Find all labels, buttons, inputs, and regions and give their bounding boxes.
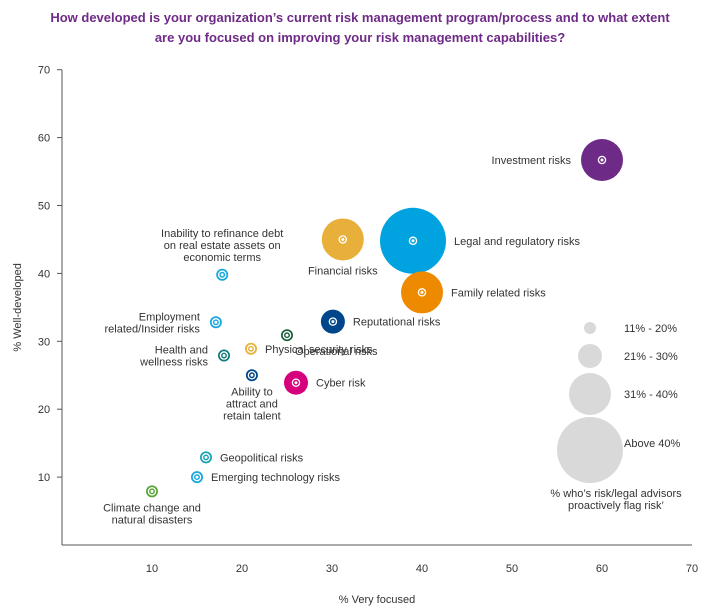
legend-bubble-2 (578, 344, 602, 368)
y-tick-label: 10 (38, 472, 50, 484)
emerging-tech-risks-label: Emerging technology risks (211, 472, 341, 484)
legend-bubble-4 (557, 417, 623, 483)
family-related-risks-marker-dot (420, 290, 424, 294)
x-tick-label: 70 (686, 563, 698, 575)
investment-risks-marker-ring (597, 155, 607, 165)
emerging-tech-risks-marker-ring (192, 472, 202, 482)
health-wellness-risks-marker-dot (222, 354, 226, 358)
employment-risks-label: Employment related/Insider risks (105, 311, 201, 335)
x-tick-label: 50 (506, 563, 518, 575)
operational-risks-marker-ring (282, 330, 292, 340)
y-tick-label: 50 (38, 201, 50, 213)
axes: 10 20 30 40 50 60 70 10 20 30 40 50 60 70 % Very focus… (12, 65, 698, 606)
health-wellness-risks-marker-ring (219, 351, 229, 360)
investment-risks-marker-dot (600, 158, 604, 162)
refinance-debt-risks-marker-ring (217, 270, 227, 280)
family-related-risks-label: Family related risks (451, 287, 546, 299)
geopolitical-risks-marker-ring (201, 453, 211, 462)
legal-regulatory-risks-label: Legal and regulatory risks (454, 236, 580, 248)
cyber-risk-label: Cyber risk (316, 378, 366, 390)
talent-risks-marker-dot (250, 373, 254, 377)
y-axis-label: % Well-developed (12, 263, 24, 351)
legend-label-1: 11% - 20% (624, 323, 677, 335)
climate-risks-marker-ring (147, 487, 157, 496)
reputational-risks-marker-dot (331, 320, 335, 324)
x-tick-label: 10 (146, 563, 158, 575)
refinance-debt-risks-marker-dot (220, 273, 224, 277)
legend-label-2: 21% - 30% (624, 351, 678, 363)
employment-risks-marker-ring (211, 318, 221, 327)
chart-title-line-1: How developed is your organization’s cur… (50, 10, 670, 25)
y-tick-label: 70 (38, 65, 50, 77)
talent-risks-marker-ring (247, 370, 257, 380)
x-axis-label: % Very focused (339, 594, 415, 606)
legend-label-3: 31% - 40% (624, 389, 678, 401)
physical-security-risks-label: Physical security risks (265, 344, 373, 356)
talent-risks-label: Ability to attract and retain talent (223, 386, 280, 422)
chart-title-line-2: are you focused on improving your risk m… (154, 30, 566, 45)
employment-risks-marker-dot (214, 320, 218, 324)
x-tick-label: 30 (326, 563, 338, 575)
chart-title: How developed is your organization’s cur… (0, 8, 720, 48)
refinance-debt-risks-label: Inability to refinance debt on real estat… (161, 228, 283, 264)
x-tick-label: 60 (596, 563, 608, 575)
geopolitical-risks-label: Geopolitical risks (220, 452, 304, 464)
legend: 11% - 20% 21% - 30% 31% - 40% Above 40% % wh… (550, 322, 682, 512)
bubbles: Investment risks Legal and regulatory ris… (103, 139, 623, 526)
reputational-risks-marker-ring (328, 317, 338, 326)
health-wellness-risks-label: Health and wellness risks (139, 345, 208, 369)
y-tick-label: 30 (38, 336, 50, 348)
x-tick-label: 40 (416, 563, 428, 575)
emerging-tech-risks-marker-dot (195, 475, 199, 479)
geopolitical-risks-marker-dot (204, 455, 208, 459)
legend-bubble-1 (584, 322, 596, 334)
physical-security-risks-marker-dot (249, 347, 253, 351)
legend-bubble-3 (569, 373, 611, 415)
physical-security-risks-marker-ring (246, 344, 256, 354)
climate-risks-label: Climate change and natural disasters (103, 502, 201, 526)
investment-risks-label: Investment risks (492, 155, 572, 167)
y-tick-label: 20 (38, 404, 50, 416)
y-tick-label: 60 (38, 133, 50, 145)
financial-risks-label: Financial risks (308, 265, 378, 277)
y-tick-label: 40 (38, 268, 50, 280)
financial-risks-marker-dot (341, 237, 345, 241)
legend-caption: % who’s risk/legal advisors proactively f… (550, 488, 682, 512)
operational-risks-label: Operational risks (295, 346, 378, 358)
cyber-risk-marker-ring (291, 378, 301, 387)
operational-risks-marker-dot (285, 333, 289, 337)
legend-label-4: Above 40% (624, 438, 680, 450)
legal-regulatory-risks-marker-ring (408, 236, 418, 246)
cyber-risk-marker-dot (294, 381, 298, 385)
climate-risks-marker-dot (150, 489, 154, 493)
reputational-risks-label: Reputational risks (353, 317, 441, 329)
family-related-risks-marker-ring (417, 288, 427, 297)
financial-risks-marker-ring (338, 235, 348, 244)
x-tick-label: 20 (236, 563, 248, 575)
legal-regulatory-risks-marker-dot (411, 239, 415, 243)
